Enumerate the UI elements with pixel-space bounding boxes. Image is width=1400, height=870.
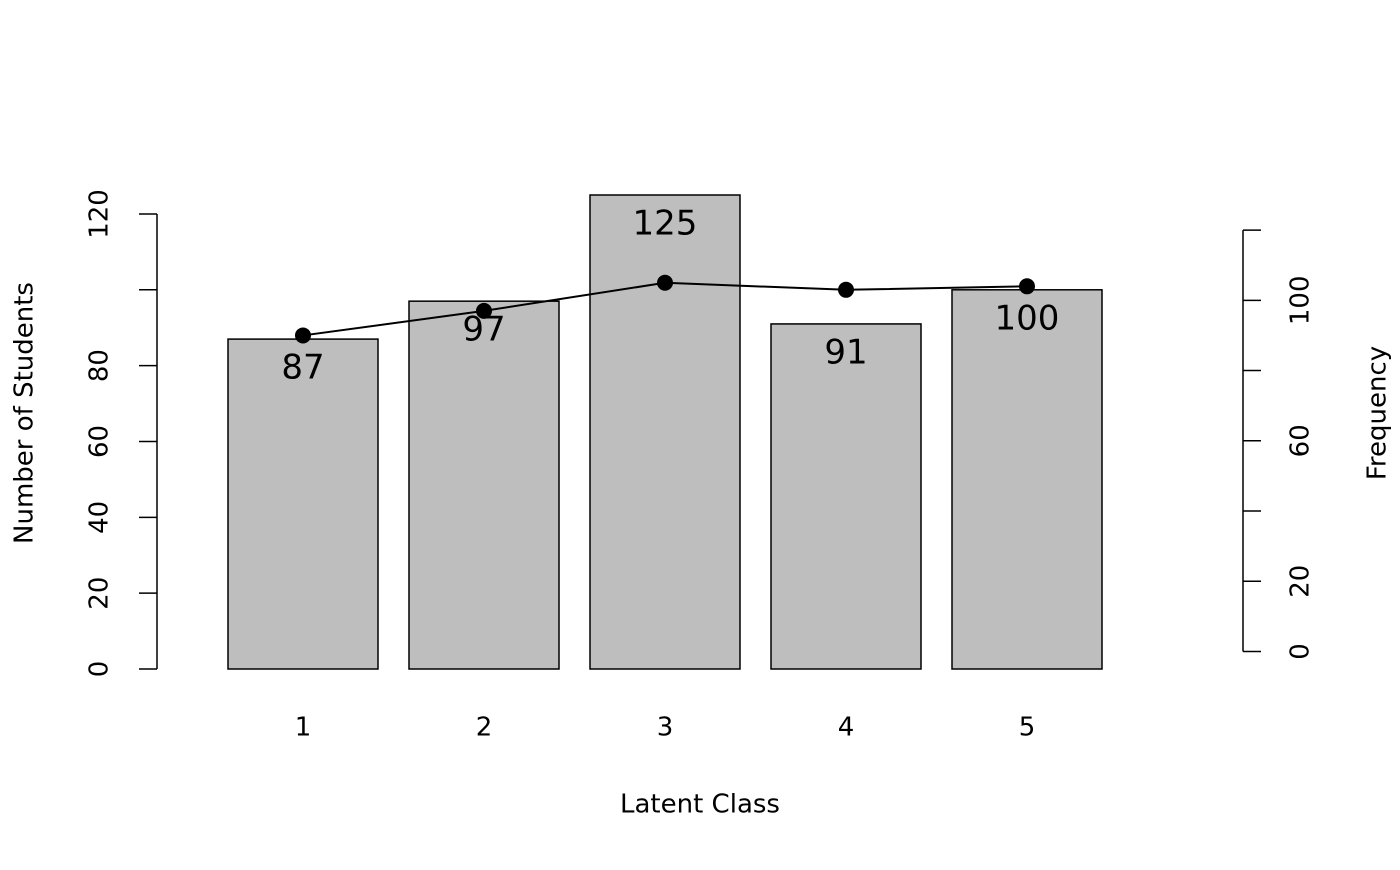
line-point [838,281,854,298]
x-axis-title: Latent Class [620,790,780,820]
bar [589,194,741,670]
bar [770,323,922,670]
bar [227,338,379,670]
x-tick-label: 5 [1019,713,1036,743]
line-point [476,302,492,319]
x-tick-label: 1 [295,713,312,743]
bar-value-label: 87 [281,348,324,388]
y-tick-label: 120 [85,189,115,239]
y2-tick-label: 20 [1286,565,1316,598]
line-point [1019,278,1035,295]
bar-value-label: 91 [824,332,867,372]
x-tick-label: 4 [838,713,855,743]
bar [408,300,560,670]
y2-tick-label: 60 [1286,424,1316,457]
y-tick-label: 80 [85,349,115,382]
x-tick-label: 3 [657,713,674,743]
y2-axis-title: Frequency [1363,346,1393,480]
x-tick-label: 2 [476,713,493,743]
y-tick-label: 0 [85,661,115,678]
y-tick-label: 40 [85,501,115,534]
y-axis-title: Number of Students [10,282,40,544]
bar-value-label: 100 [995,298,1060,338]
line-point [295,327,311,344]
y2-tick-label: 0 [1286,643,1316,660]
y2-tick-label: 100 [1286,276,1316,326]
line-point [657,274,673,291]
bar-value-label: 125 [633,204,698,244]
bar [951,289,1103,670]
y-tick-label: 60 [85,425,115,458]
y-tick-label: 20 [85,577,115,610]
